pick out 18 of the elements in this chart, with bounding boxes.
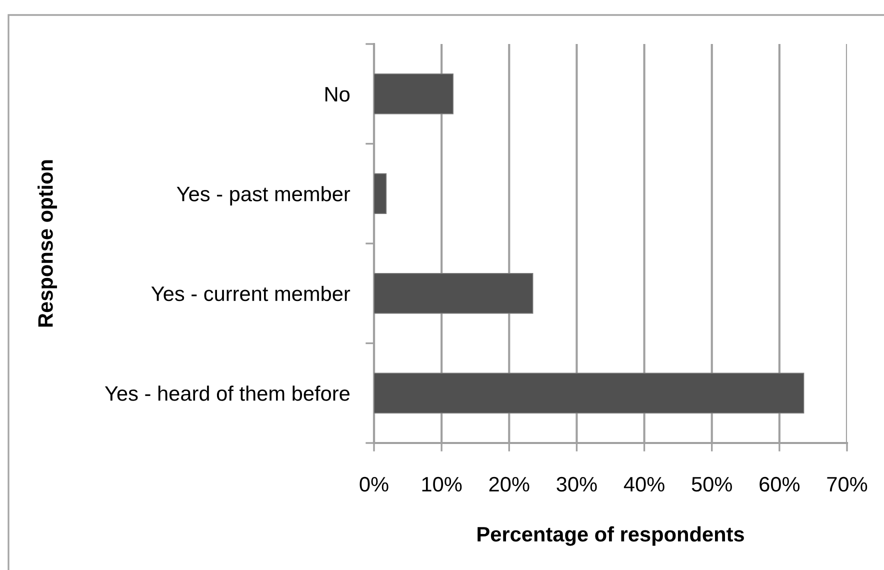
x-tick-label: 50% [692, 476, 732, 492]
bar [374, 74, 454, 114]
x-tick-label: 10% [422, 476, 462, 492]
y-tick-label: No [325, 87, 350, 102]
x-tick-label: 40% [624, 476, 664, 492]
x-tick-label: 60% [760, 476, 800, 492]
y-tick-label: Yes - heard of them before [104, 386, 350, 401]
x-tick-label: 20% [489, 476, 530, 492]
bar [374, 273, 534, 314]
y-tick-label: Yes - past member [176, 186, 350, 206]
bar [374, 372, 804, 414]
x-axis-title: Percentage of respondents [478, 526, 744, 546]
y-tick-label: Yes - current member [151, 286, 350, 302]
x-tick-label: 30% [556, 476, 597, 492]
bar [374, 173, 387, 214]
x-tick-label: 0% [360, 476, 388, 492]
y-axis-title: Response option [38, 160, 57, 327]
x-tick-label: 70% [827, 476, 868, 492]
